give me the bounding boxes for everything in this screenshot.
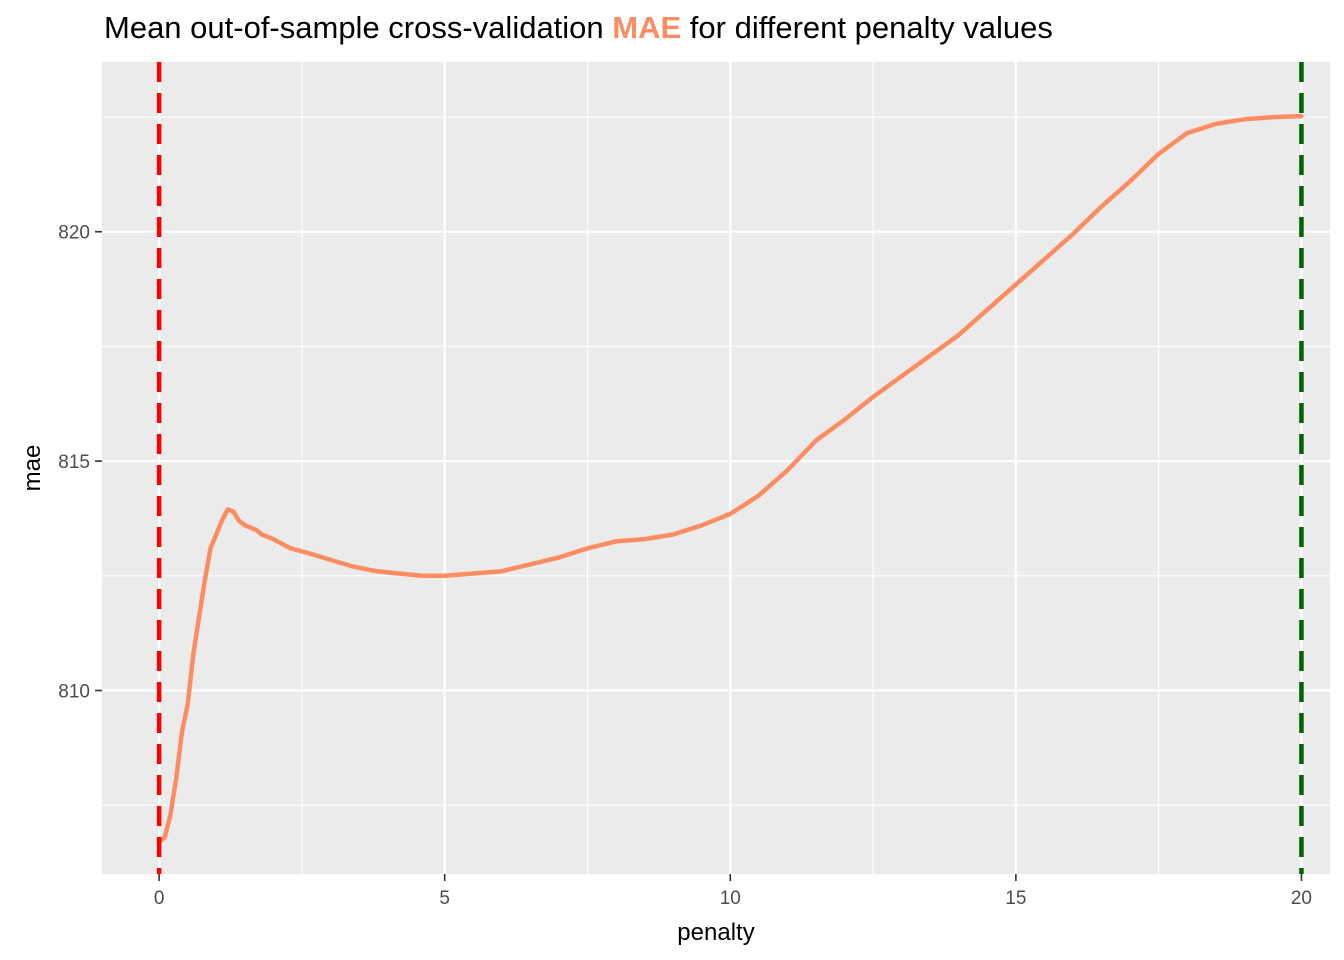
y-tick-label: 815: [58, 452, 90, 473]
y-axis-title: mae: [19, 445, 46, 492]
x-tick-label: 15: [1005, 888, 1026, 909]
chart-title: Mean out-of-sample cross-validation MAE …: [104, 10, 1053, 46]
minor-gridlines: [102, 62, 1330, 874]
mae-line: [156, 113, 1304, 845]
title-text-before: Mean out-of-sample cross-validation: [104, 10, 613, 45]
x-axis: 0 5 10 15 20: [154, 874, 1312, 909]
title-accent-mae: MAE: [612, 10, 682, 45]
y-axis: 810 815 820: [58, 223, 102, 702]
x-tick-label: 5: [439, 888, 450, 909]
y-tick-label: 820: [58, 223, 90, 244]
reference-lines: [156, 62, 1304, 874]
x-axis-title: penalty: [677, 919, 754, 946]
x-tick-label: 0: [154, 888, 165, 909]
x-tick-label: 10: [720, 888, 741, 909]
y-tick-label: 810: [58, 681, 90, 702]
series-layer: [156, 113, 1304, 845]
title-text-after: for different penalty values: [681, 10, 1053, 45]
x-tick-label: 20: [1291, 888, 1312, 909]
plot-panel: [102, 62, 1330, 874]
